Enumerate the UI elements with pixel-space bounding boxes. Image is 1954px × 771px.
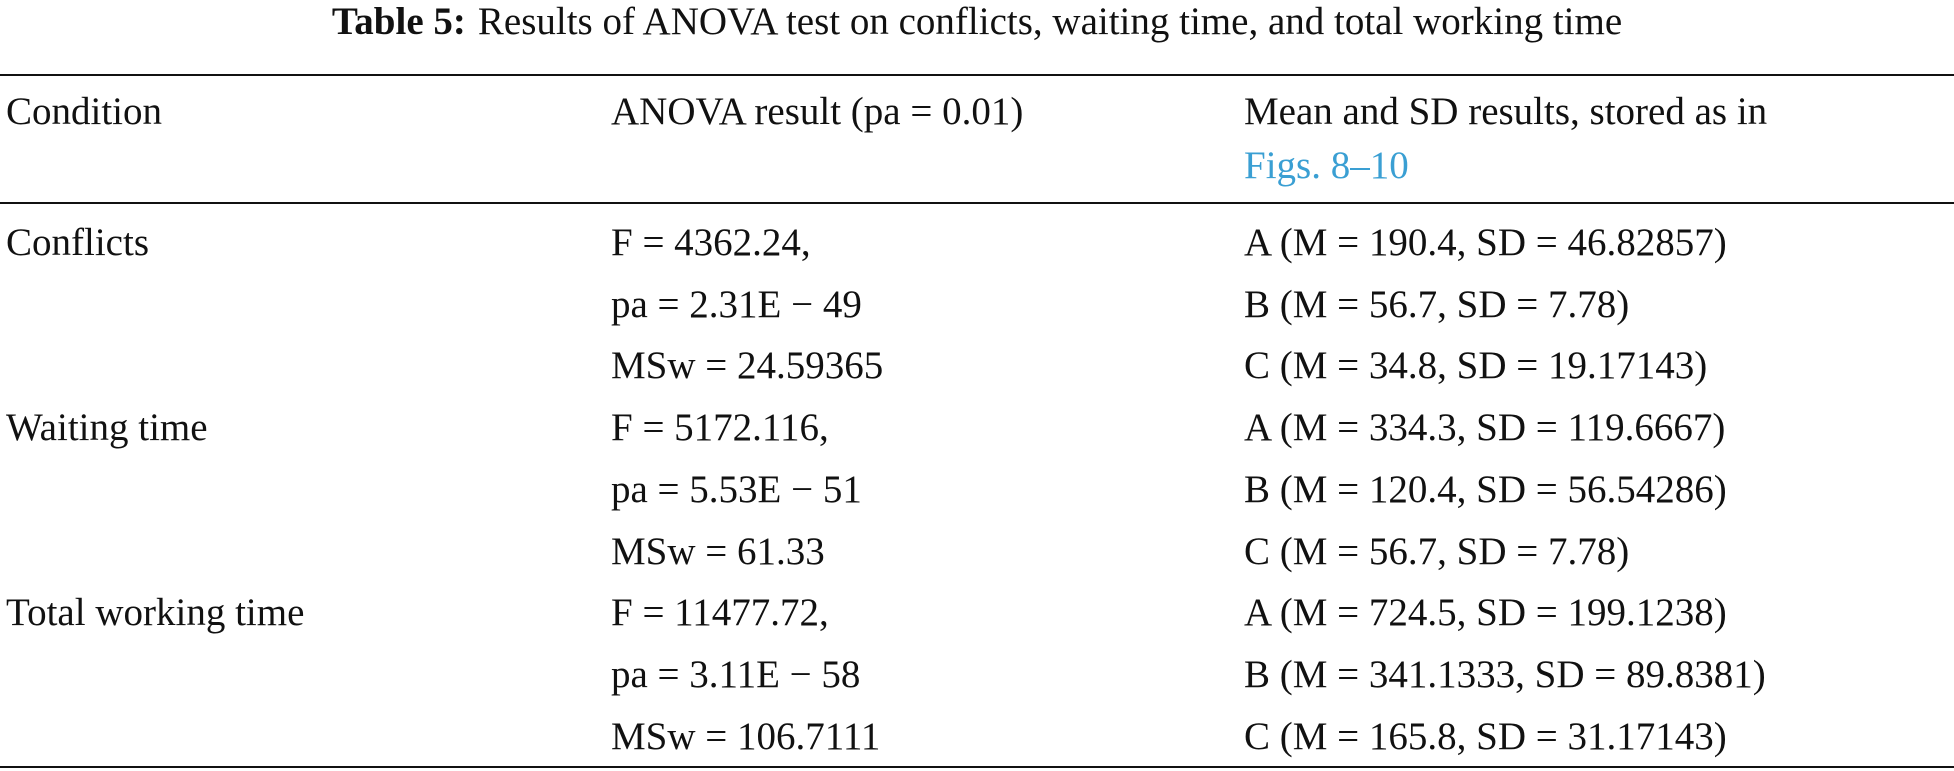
cell-line: MSw = 106.7111 xyxy=(611,714,881,758)
table-cell: F = 5172.116, pa = 5.53E − 51 MSw = 61.33 xyxy=(611,397,862,582)
cell-line: F = 4362.24, xyxy=(611,221,811,264)
cell-text: Conflicts xyxy=(6,221,149,264)
cell-line: A (M = 724.5, SD = 199.1238) xyxy=(1244,591,1727,635)
bottom-rule xyxy=(0,766,1954,768)
cell-line: C (M = 165.8, SD = 31.17143) xyxy=(1244,714,1727,758)
header-cell: ANOVA result (pa = 0.01) xyxy=(611,85,1023,139)
header-rule xyxy=(0,202,1954,204)
table-caption: Table 5: Results of ANOVA test on conflic… xyxy=(0,0,1954,44)
cell-line: pa = 3.11E − 58 xyxy=(611,652,861,696)
cell-line: MSw = 24.59365 xyxy=(611,344,884,388)
top-rule xyxy=(0,74,1954,76)
cell-text: Total working time xyxy=(6,591,305,635)
cell-line: F = 5172.116, xyxy=(611,406,829,450)
cell-line: F = 11477.72, xyxy=(611,591,829,635)
cell-line: A (M = 190.4, SD = 46.82857) xyxy=(1244,221,1727,264)
caption-text: Results of ANOVA test on conflicts, wait… xyxy=(477,0,1623,43)
cell-line: C (M = 56.7, SD = 7.78) xyxy=(1244,529,1630,573)
cell-line: pa = 2.31E − 49 xyxy=(611,282,862,326)
header-text: Condition xyxy=(6,90,163,133)
figure-link[interactable]: Figs. 8–10 xyxy=(1244,144,1409,187)
table-cell: Conflicts xyxy=(6,212,149,274)
cell-line: B (M = 120.4, SD = 56.54286) xyxy=(1244,467,1727,511)
table-cell: A (M = 724.5, SD = 199.1238) B (M = 341.1… xyxy=(1244,582,1766,767)
cell-line: pa = 5.53E − 51 xyxy=(611,467,862,511)
table-cell: Total working time xyxy=(6,582,304,644)
table-cell: A (M = 334.3, SD = 119.6667) B (M = 120.4… xyxy=(1244,397,1727,582)
table-cell: A (M = 190.4, SD = 46.82857) B (M = 56.7,… xyxy=(1244,212,1727,397)
table-cell: F = 11477.72, pa = 3.11E − 58 MSw = 106.71… xyxy=(611,582,880,767)
header-cell: Condition xyxy=(6,85,162,139)
cell-line: A (M = 334.3, SD = 119.6667) xyxy=(1244,406,1726,450)
header-text: Mean and SD results, stored as in xyxy=(1244,90,1768,133)
table-cell: F = 4362.24, pa = 2.31E − 49 MSw = 24.5936… xyxy=(611,212,883,397)
table-cell: Waiting time xyxy=(6,397,208,459)
cell-line: C (M = 34.8, SD = 19.17143) xyxy=(1244,344,1708,388)
cell-line: B (M = 341.1333, SD = 89.8381) xyxy=(1244,652,1766,696)
cell-line: B (M = 56.7, SD = 7.78) xyxy=(1244,282,1630,326)
cell-text: Waiting time xyxy=(6,406,208,450)
caption-label: Table 5: xyxy=(331,0,466,43)
header-text: ANOVA result (pa = 0.01) xyxy=(611,90,1024,133)
header-cell: Mean and SD results, stored as in Figs. 8… xyxy=(1244,85,1767,193)
cell-line: MSw = 61.33 xyxy=(611,529,825,573)
